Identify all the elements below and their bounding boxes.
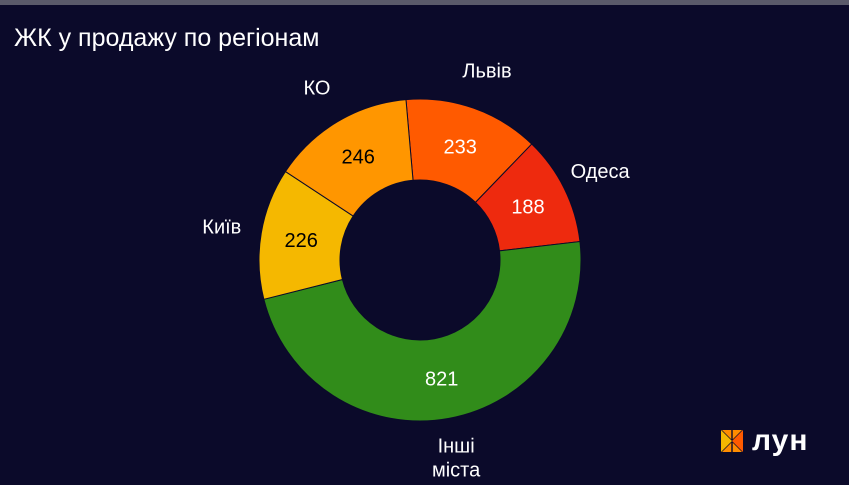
slice-category-label: Київ bbox=[202, 216, 241, 238]
slice-2 bbox=[263, 241, 582, 422]
slice-value-label: 226 bbox=[284, 230, 317, 252]
slice-category-label-line: міста bbox=[432, 460, 481, 482]
slice-value-label: 233 bbox=[443, 136, 476, 158]
lun-logo: лун bbox=[720, 426, 808, 456]
slice-category-label: Інші міста bbox=[432, 436, 481, 482]
slice-category-label-line: Одеса bbox=[571, 161, 631, 183]
lun-logo-icon bbox=[720, 429, 744, 453]
slice-category-label-line: Інші bbox=[438, 436, 475, 458]
slice-value-label: 821 bbox=[425, 369, 458, 391]
chart-title: ЖК у продажу по регіонам bbox=[14, 24, 320, 52]
slice-category-label-line: КО bbox=[303, 77, 330, 99]
slice-category-label: КО bbox=[303, 77, 330, 99]
logo-text: лун bbox=[752, 424, 809, 457]
slice-category-label: Львів bbox=[462, 60, 511, 82]
slice-category-label-line: Львів bbox=[462, 60, 511, 82]
top-bar bbox=[0, 0, 849, 5]
slice-value-label: 246 bbox=[342, 147, 375, 169]
slice-4 bbox=[284, 99, 414, 217]
slice-category-label-line: Київ bbox=[202, 216, 241, 238]
slice-category-label: Одеса bbox=[571, 161, 631, 183]
slice-value-label: 188 bbox=[511, 197, 544, 219]
